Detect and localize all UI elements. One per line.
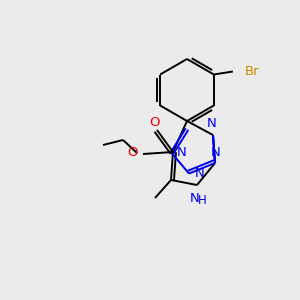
Text: O: O bbox=[128, 146, 138, 160]
Text: N: N bbox=[190, 192, 200, 205]
Text: N: N bbox=[177, 146, 187, 159]
Text: H: H bbox=[198, 194, 206, 207]
Text: O: O bbox=[149, 116, 159, 128]
Text: N: N bbox=[207, 117, 217, 130]
Text: N: N bbox=[211, 146, 221, 159]
Text: Br: Br bbox=[245, 65, 260, 78]
Text: N: N bbox=[195, 167, 205, 180]
